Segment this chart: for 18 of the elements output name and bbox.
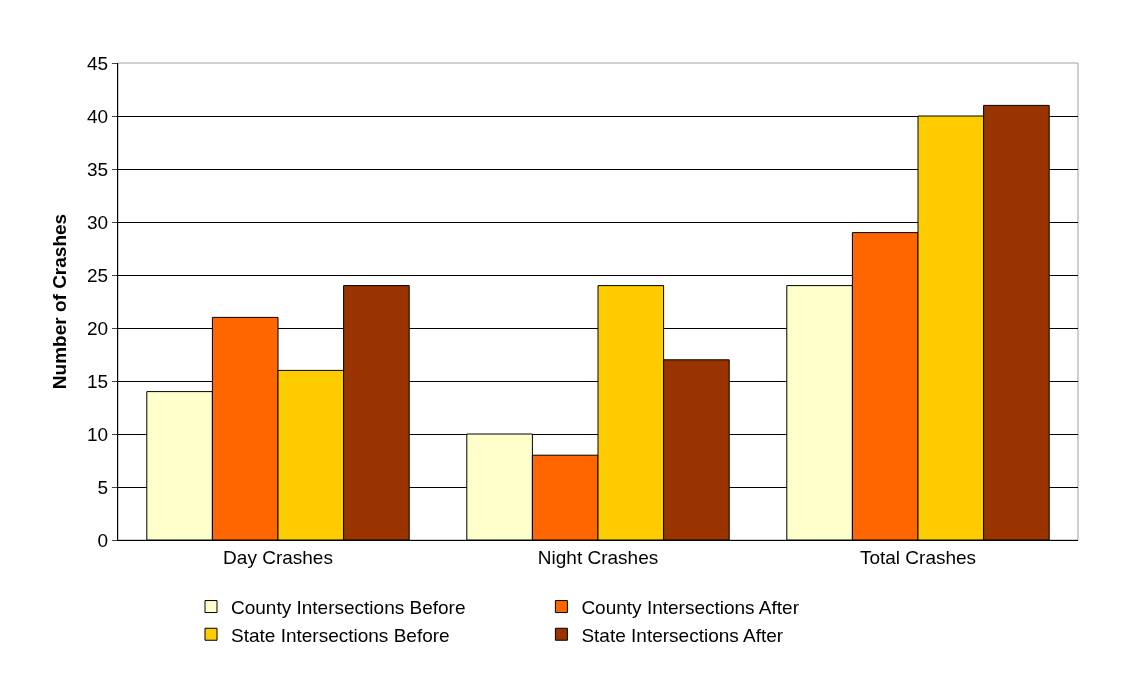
legend-label: County Intersections After bbox=[581, 596, 800, 618]
y-axis-title: Number of Crashes bbox=[48, 213, 70, 390]
y-tick-label: 40 bbox=[87, 105, 109, 127]
x-tick-label: Night Crashes bbox=[537, 546, 659, 568]
y-tick-label: 20 bbox=[87, 317, 109, 339]
y-tick-label: 45 bbox=[87, 52, 109, 74]
y-tick-label: 0 bbox=[97, 529, 109, 551]
y-tick-label: 10 bbox=[87, 423, 109, 445]
x-tick-label: Total Crashes bbox=[859, 546, 977, 568]
y-tick-label: 5 bbox=[97, 476, 109, 498]
y-tick-label: 35 bbox=[87, 158, 109, 180]
y-tick-label: 25 bbox=[87, 264, 109, 286]
legend-label: County Intersections Before bbox=[231, 596, 466, 618]
legend-label: State Intersections Before bbox=[231, 624, 450, 646]
y-tick-label: 30 bbox=[87, 211, 109, 233]
x-tick-label: Day Crashes bbox=[223, 546, 333, 568]
y-tick-label: 15 bbox=[87, 370, 109, 392]
legend-label: State Intersections After bbox=[581, 624, 784, 646]
